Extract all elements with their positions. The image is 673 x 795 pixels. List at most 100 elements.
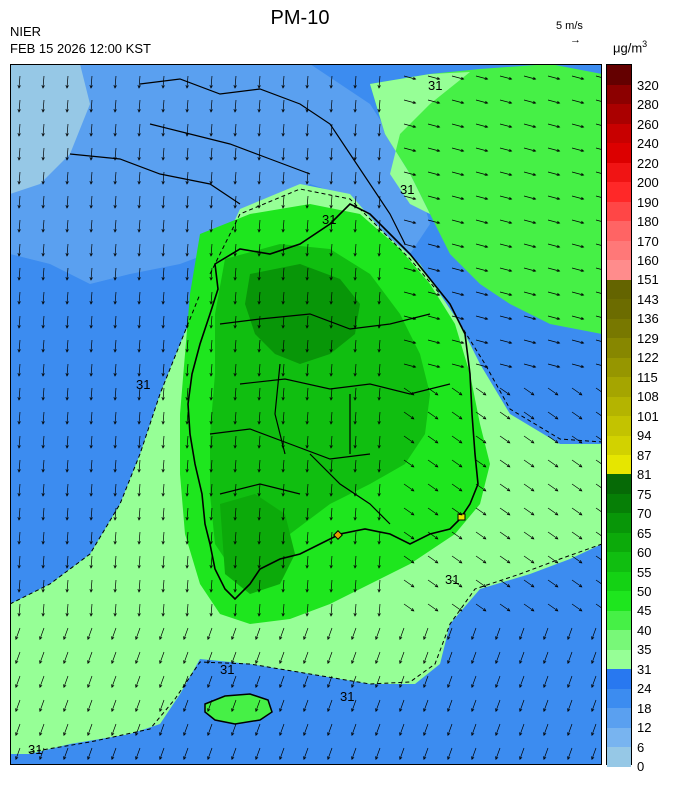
wind-arrow [571,411,583,420]
wind-arrow [475,99,488,104]
wind-arrow [306,387,309,401]
wind-arrow [475,291,488,296]
wind-arrow [354,243,357,257]
wind-arrow-head [329,373,333,377]
wind-arrow [210,291,213,305]
wind-arrow [354,219,357,233]
wind-arrow-head [279,708,283,713]
wind-arrow-head [506,512,511,516]
wind-arrow [447,675,453,688]
wind-arrow [282,387,285,401]
legend-label-129: 129 [637,330,659,346]
wind-arrow [427,219,440,224]
wind-arrow-head [209,157,213,161]
wind-arrow [282,219,285,233]
wind-arrow [330,267,333,281]
wind-arrow-head [41,349,45,353]
wind-arrow [282,99,285,113]
wind-arrow [378,603,381,617]
wind-arrow [183,675,189,688]
wind-arrow-head [65,133,69,137]
wind-arrow-head [305,277,309,281]
wind-arrow [354,435,357,449]
wind-arrow-head [231,708,235,713]
wind-arrow [403,555,415,564]
wind-arrow [279,723,285,736]
wind-arrow-head [458,512,463,516]
wind-arrow [42,315,45,329]
wind-arrow [258,387,261,401]
wind-arrow [451,243,464,248]
wind-arrow-head [436,100,441,105]
wind-arrow [523,531,535,540]
wind-arrow-head [447,660,451,665]
wind-arrow-head [484,124,489,129]
wind-arrow [306,267,309,281]
wind-arrow [423,747,429,760]
wind-arrow-head [327,636,331,641]
wind-arrow [403,603,415,612]
wind-arrow [378,99,381,113]
wind-arrow-head [161,205,165,209]
wind-arrow-head [281,541,285,545]
wind-arrow-head [329,157,333,161]
wind-arrow [39,627,45,640]
wind-arrow-head [89,85,93,89]
wind-arrow [351,723,357,736]
wind-arrow [42,603,45,617]
wind-arrow-head [65,181,69,185]
wind-arrow-head [329,325,333,329]
wind-arrow-head [137,301,141,305]
wind-arrow-head [41,565,45,569]
wind-arrow-head [185,517,189,521]
wind-arrow-head [329,517,333,521]
wind-arrow [451,99,464,104]
wind-arrow-head [185,325,189,329]
wind-arrow-head [482,536,487,540]
wind-arrow [375,747,381,760]
wind-arrow-head [15,660,19,665]
wind-arrow-head [353,85,357,89]
wind-arrow-head [412,172,417,177]
wind-arrow-head [580,316,585,321]
wind-arrow [571,75,584,80]
wind-arrow [354,315,357,329]
wind-arrow [447,651,453,664]
wind-arrow [186,219,189,233]
wind-arrow-head [377,109,381,113]
wind-arrow-head [353,397,357,401]
wind-arrow [210,507,213,521]
legend-swatch-122 [607,337,631,358]
wind-arrow-head [257,301,261,305]
legend-label-60: 60 [637,545,652,561]
wind-arrow [42,483,45,497]
wind-arrow [595,555,602,561]
wind-arrow [499,195,512,200]
wind-arrow-head [233,157,237,161]
wind-arrow-head [137,157,141,161]
legend-swatch-180 [607,201,631,222]
wind-arrow-head [255,684,259,689]
wind-arrow [351,699,357,712]
wind-arrow [42,411,45,425]
wind-arrow-head [113,277,117,281]
wind-arrow [519,651,525,664]
wind-arrow [330,387,333,401]
wind-arrow-head [185,181,189,185]
wind-arrow-head [434,440,439,444]
wind-arrow [138,435,141,449]
wind-arrow [378,195,381,209]
wind-arrow [591,627,597,640]
wind-arrow [39,747,45,760]
wind-arrow [15,651,21,664]
wind-arrow [90,219,93,233]
wind-arrow [42,555,45,569]
contour-label-north: 31 [428,78,442,93]
wind-arrow [186,579,189,593]
wind-arrow [306,531,309,545]
contour-label-northeast: 31 [400,182,414,197]
wind-arrow [547,363,560,368]
wind-arrow [427,531,439,540]
wind-arrow-head [353,373,357,377]
wind-arrow [330,459,333,473]
